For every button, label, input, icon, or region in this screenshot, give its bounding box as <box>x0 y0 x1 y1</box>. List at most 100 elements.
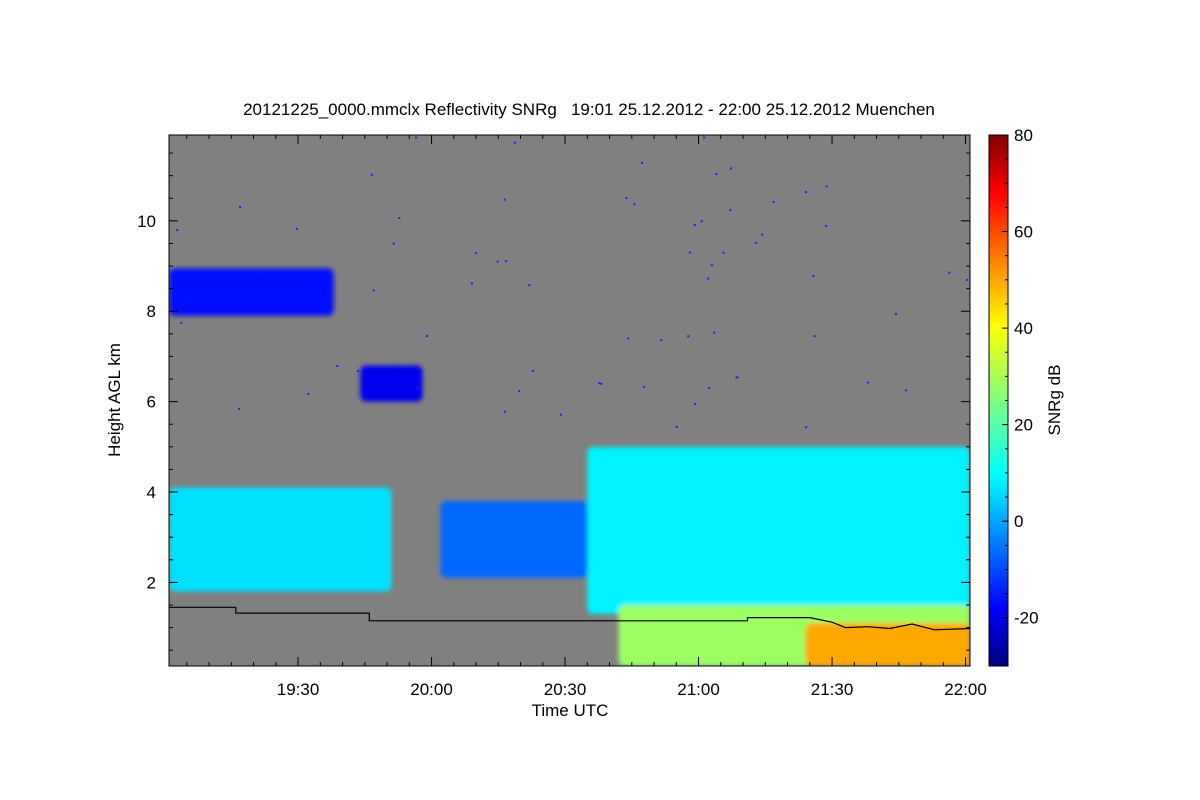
echo-region-1 <box>169 268 334 316</box>
speckle-dot <box>804 191 807 194</box>
colorbar-axis: -20 0 20 40 60 80 <box>1002 126 1039 667</box>
speckle-dot <box>805 426 808 429</box>
speckle-dot <box>660 339 663 342</box>
plot-frame <box>168 134 971 667</box>
speckle-dot <box>708 386 711 389</box>
speckle-dot <box>513 141 516 144</box>
speckle-dot <box>532 369 535 372</box>
x-tick-label: 21:00 <box>677 680 720 699</box>
speckle-dot <box>713 331 716 334</box>
speckle-dot <box>693 224 696 227</box>
x-tick-label: 21:30 <box>811 680 854 699</box>
speckle-dot <box>475 251 478 254</box>
speckle-dot <box>722 251 725 254</box>
y-axis: 2 4 6 8 10 <box>137 152 970 651</box>
x-tick-label: 20:00 <box>410 680 453 699</box>
speckle-dot <box>700 220 703 223</box>
speckle-dot <box>258 272 261 275</box>
chart-title: 20121225_0000.mmclx Reflectivity SNRg 19… <box>243 100 935 119</box>
speckle-dot <box>330 286 333 289</box>
y-axis-label: Height AGL km <box>105 343 124 457</box>
speckle-dot <box>754 241 757 244</box>
speckle-dot <box>357 369 360 372</box>
speckle-dot <box>518 390 521 393</box>
speckle-dot <box>425 335 428 338</box>
speckle-dot <box>415 136 418 139</box>
speckle-dot <box>392 242 395 245</box>
colorbar-tick-label: 80 <box>1014 126 1033 145</box>
speckle-dot <box>675 425 678 428</box>
speckle-dot <box>559 413 562 416</box>
speckle-dot <box>642 386 645 389</box>
colorbar-tick-label: -20 <box>1014 609 1039 628</box>
colorbar-tick-label: 40 <box>1014 319 1033 338</box>
speckle-dot <box>176 229 179 232</box>
speckle-dot <box>736 376 739 379</box>
speckle-dot <box>729 209 732 212</box>
speckle-dot <box>503 410 506 413</box>
speckle-dot <box>307 392 310 395</box>
speckle-dot <box>703 136 706 139</box>
speckle-dot <box>761 233 764 236</box>
speckle-dot <box>824 224 827 227</box>
speckle-dot <box>729 167 732 170</box>
speckle-dot <box>185 296 188 299</box>
speckle-dot <box>640 161 643 164</box>
x-tick-label: 20:30 <box>544 680 587 699</box>
speckle-dot <box>707 277 710 280</box>
speckle-dot <box>894 313 897 316</box>
echo-region-7 <box>805 623 970 666</box>
speckle-dot <box>600 382 603 385</box>
speckle-dot <box>398 216 401 219</box>
speckle-dot <box>772 200 775 203</box>
speckle-dot <box>180 321 183 324</box>
x-axis: 19:30 20:00 20:30 21:00 21:30 22:00 <box>186 135 987 699</box>
speckle-dot <box>503 198 506 201</box>
speckle-dot <box>528 284 531 287</box>
y-tick-label: 10 <box>137 212 156 231</box>
colorbar-tick-label: 60 <box>1014 223 1033 242</box>
speckle-dot <box>687 335 690 338</box>
speckle-dot <box>417 386 420 389</box>
y-tick-label: 8 <box>147 302 156 321</box>
speckle-dot <box>948 271 951 274</box>
speckle-dot <box>496 260 499 263</box>
colorbar-tick-label: 0 <box>1014 512 1023 531</box>
echo-region-2 <box>360 365 423 402</box>
speckle-dot <box>715 173 718 176</box>
speckle-dot <box>825 185 828 188</box>
speckle-dot <box>812 275 815 278</box>
echo-region-4 <box>440 501 588 578</box>
x-tick-label: 22:00 <box>944 680 987 699</box>
speckle-dot <box>694 403 697 406</box>
y-tick-label: 4 <box>147 483 156 502</box>
speckle-dot <box>625 197 628 200</box>
colorbar-tick-label: 20 <box>1014 416 1033 435</box>
speckle-dot <box>395 366 398 369</box>
speckle-dot <box>627 337 630 340</box>
speckle-dot <box>688 251 691 254</box>
speckle-dot <box>504 260 507 263</box>
speckle-dot <box>336 365 339 368</box>
speckle-dot <box>295 227 298 230</box>
speckle-dot <box>370 173 373 176</box>
speckle-dot <box>470 282 473 285</box>
y-tick-label: 6 <box>147 393 156 412</box>
speckle-dot <box>598 382 601 385</box>
speckle-dot <box>813 335 816 338</box>
noise-speckle <box>176 136 969 429</box>
speckle-dot <box>321 301 324 304</box>
speckle-dot <box>238 407 241 410</box>
speckle-dot <box>239 206 242 209</box>
overlay-line <box>169 606 970 631</box>
colorbar-label: SNRg dB <box>1045 365 1064 436</box>
y-tick-label: 2 <box>147 573 156 592</box>
speckle-dot <box>966 278 969 281</box>
x-axis-label: Time UTC <box>532 701 609 720</box>
echo-regions <box>169 268 970 666</box>
speckle-dot <box>904 389 907 392</box>
speckle-dot <box>633 203 636 206</box>
echo-region-5 <box>587 446 970 615</box>
speckle-dot <box>866 381 869 384</box>
